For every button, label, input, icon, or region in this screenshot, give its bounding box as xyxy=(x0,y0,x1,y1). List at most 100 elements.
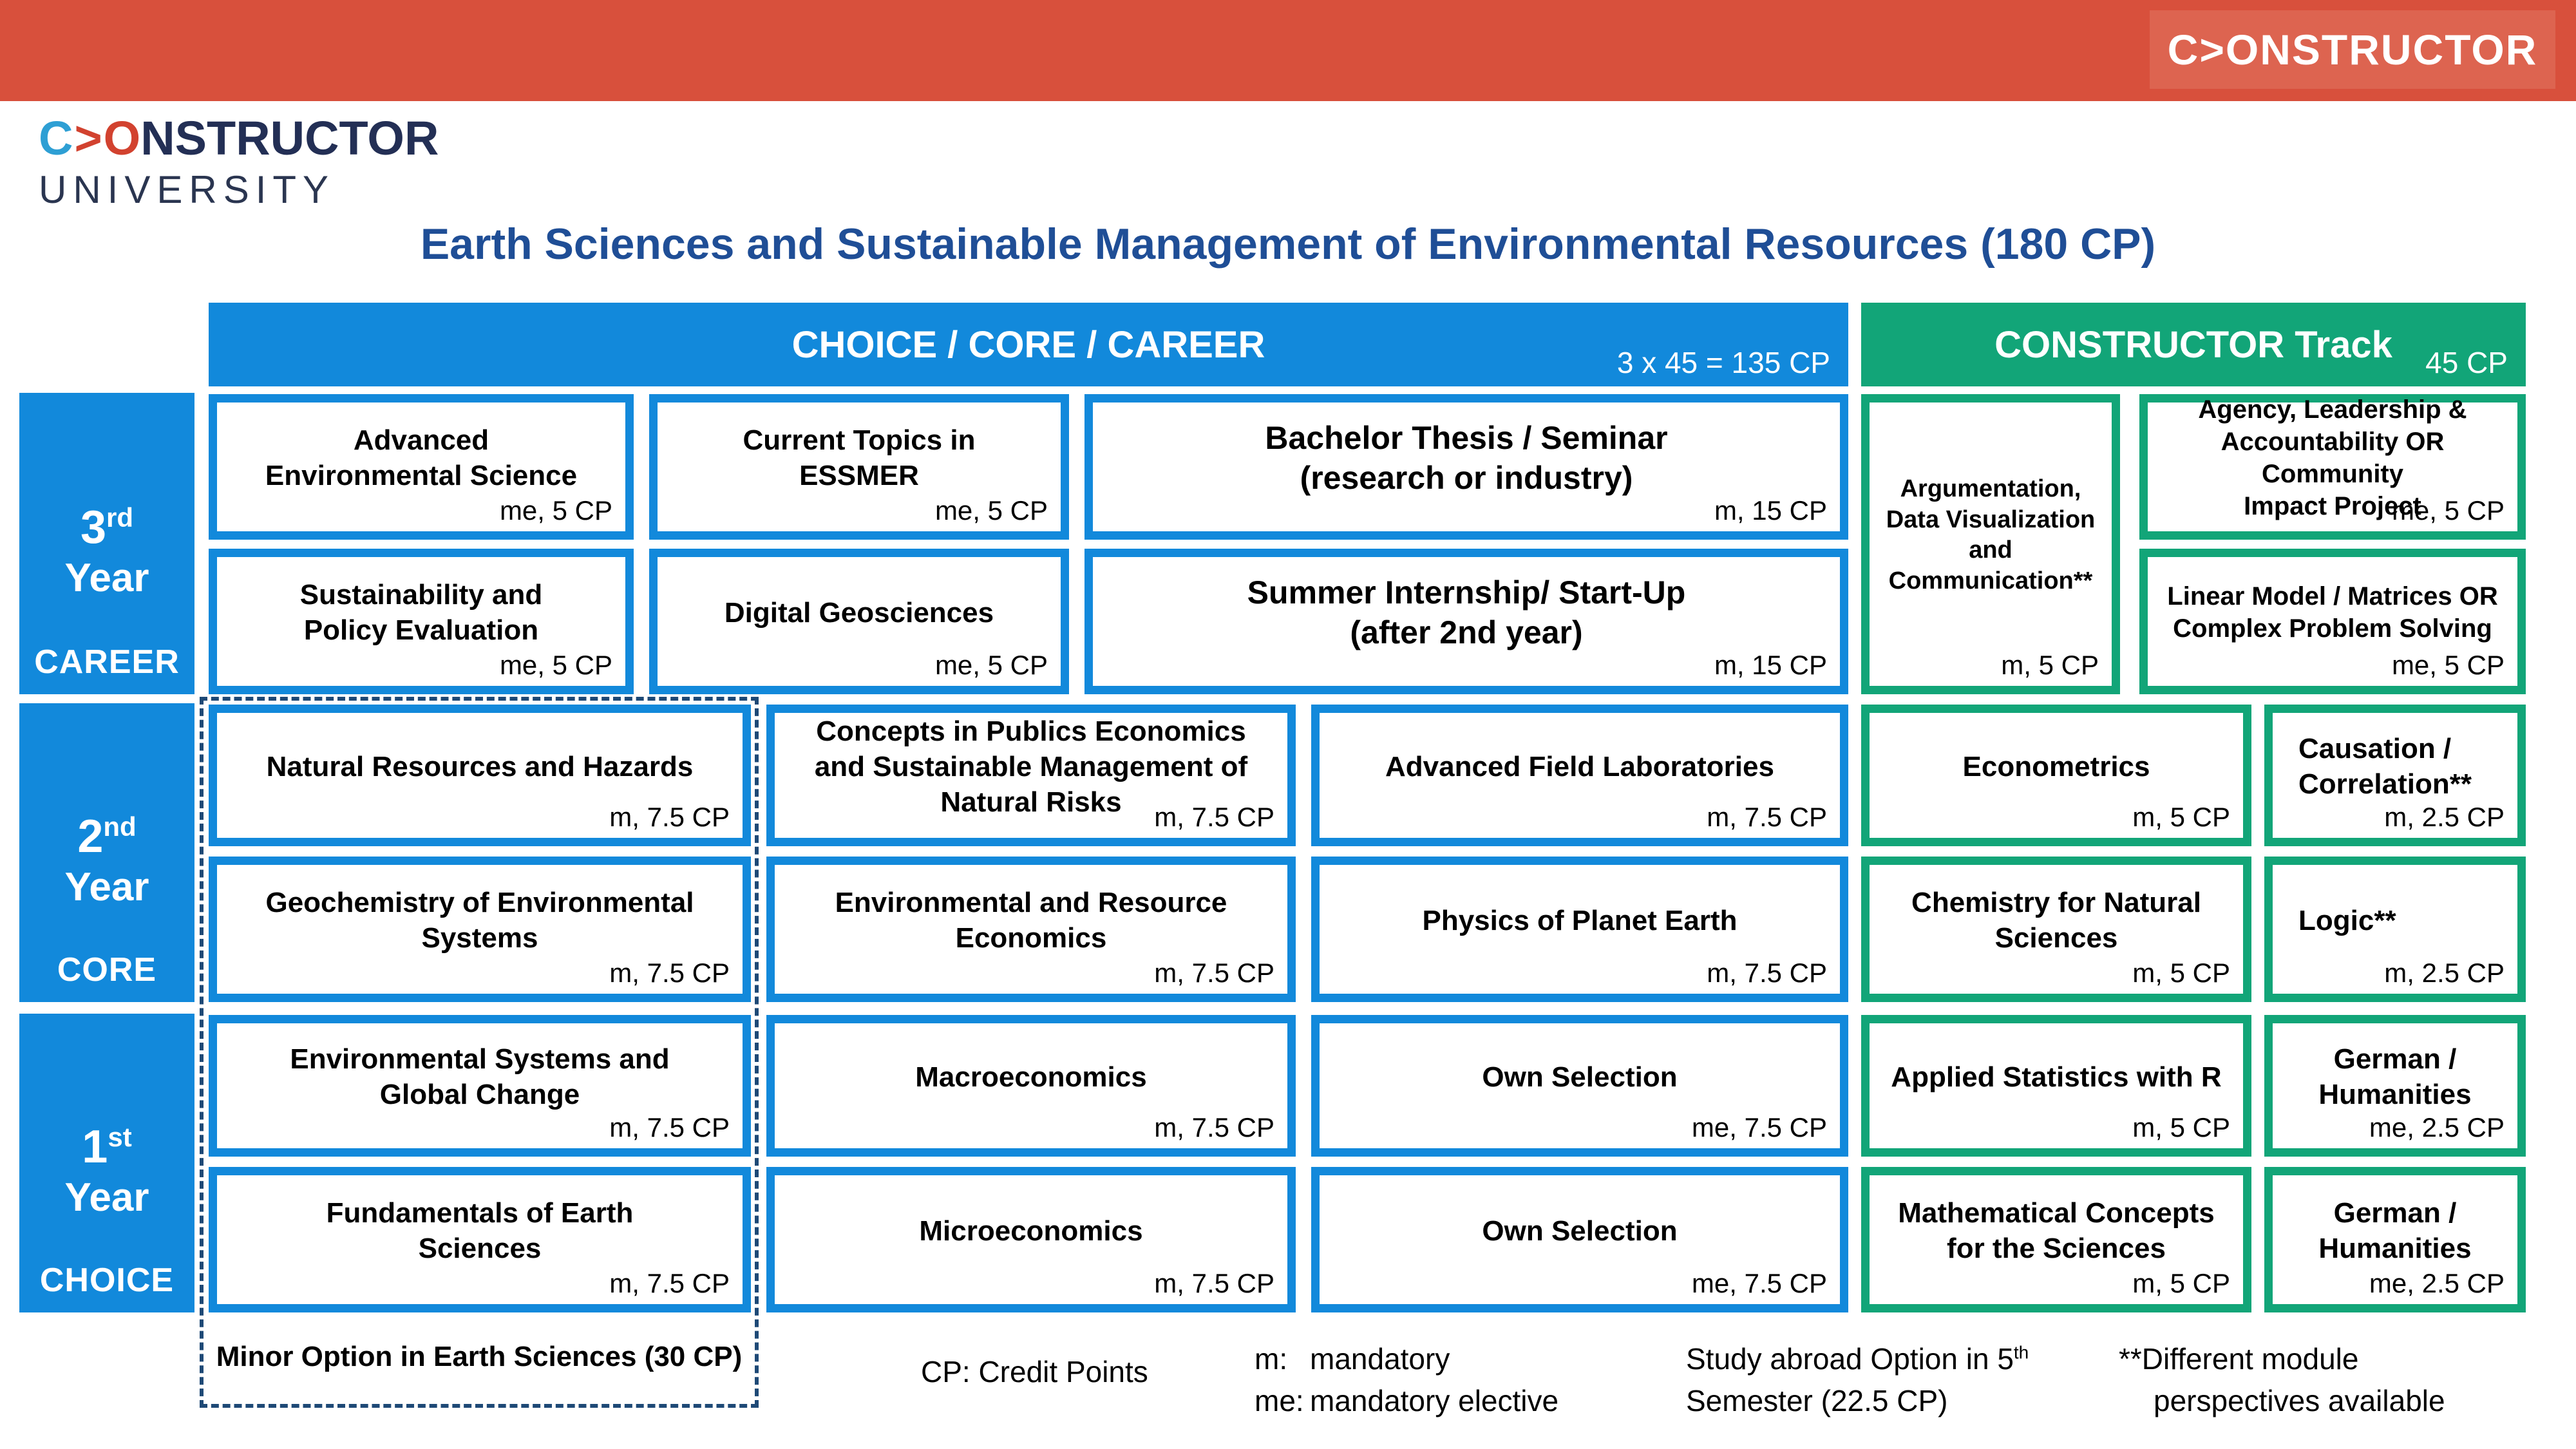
course-credits: m, 5 CP xyxy=(2132,1268,2230,1298)
course-credits: m, 7.5 CP xyxy=(1707,802,1827,832)
course-title: Advanced Field Laboratories xyxy=(1385,750,1774,782)
course-advanced-environmental-science: Advanced Environmental Science me, 5 CP xyxy=(209,394,634,540)
course-advanced-field-laboratories: Advanced Field Laboratories m, 7.5 CP xyxy=(1311,705,1848,846)
year-track-label: CAREER xyxy=(34,643,180,681)
choice-core-career-label: CHOICE / CORE / CAREER xyxy=(791,323,1265,366)
course-credits: m, 5 CP xyxy=(2132,958,2230,988)
course-credits: m, 15 CP xyxy=(1714,495,1827,526)
year-number: 2nd xyxy=(77,811,137,863)
course-title: Own Selection xyxy=(1482,1061,1678,1093)
logo-c: C xyxy=(39,111,73,165)
course-title: Physics of Planet Earth xyxy=(1422,904,1738,936)
constructor-track-credits: 45 CP xyxy=(2425,346,2508,379)
course-current-topics-essmer: Current Topics in ESSMER me, 5 CP xyxy=(649,394,1069,540)
study-abroad-line1: Study abroad Option in 5th xyxy=(1686,1342,2029,1376)
legend-credit-points: CP: Credit Points xyxy=(921,1355,1148,1388)
choice-core-career-credits: 3 x 45 = 135 CP xyxy=(1616,346,1830,379)
course-title: Agency, Leadership & Accountability OR C… xyxy=(2198,395,2467,520)
constructor-banner-logo: C>ONSTRUCTOR xyxy=(2150,10,2555,89)
course-environmental-systems-global-change: Environmental Systems and Global Change … xyxy=(209,1015,751,1157)
course-title: Environmental and Resource Economics xyxy=(835,887,1227,954)
course-title: Macroeconomics xyxy=(915,1061,1147,1093)
course-physics-planet-earth: Physics of Planet Earth m, 7.5 CP xyxy=(1311,857,1848,1002)
year-band-1st-choice: 1st Year CHOICE xyxy=(19,1014,194,1312)
course-title: Microeconomics xyxy=(919,1215,1143,1247)
course-credits: me, 5 CP xyxy=(499,650,612,680)
course-title: Advanced Environmental Science xyxy=(265,424,578,491)
course-title: German / Humanities xyxy=(2318,1197,2472,1264)
course-natural-resources-hazards: Natural Resources and Hazards m, 7.5 CP xyxy=(209,705,751,846)
note-line1: **Different module xyxy=(2119,1342,2359,1376)
course-agency-leadership-accountability: Agency, Leadership & Accountability OR C… xyxy=(2139,394,2526,540)
legend-row-me: me: mandatory elective xyxy=(1255,1380,1558,1422)
course-german-humanities-1: German / Humanities me, 2.5 CP xyxy=(2264,1015,2526,1157)
note-line2: perspectives available xyxy=(2154,1384,2445,1418)
course-credits: m, 15 CP xyxy=(1714,650,1827,680)
course-title: German / Humanities xyxy=(2318,1043,2472,1110)
legend-value: mandatory elective xyxy=(1310,1384,1559,1418)
year-track-label: CHOICE xyxy=(39,1262,175,1299)
year-number-group: 3rd Year xyxy=(64,501,149,602)
year-number: 3rd xyxy=(80,502,134,554)
logo-university: UNIVERSITY xyxy=(39,168,336,211)
course-credits: m, 7.5 CP xyxy=(1154,1112,1274,1142)
course-credits: m, 7.5 CP xyxy=(1154,802,1274,832)
course-digital-geosciences: Digital Geosciences me, 5 CP xyxy=(649,549,1069,694)
course-credits: m, 2.5 CP xyxy=(2384,802,2505,832)
year-track-label: CORE xyxy=(57,951,157,989)
course-title: Fundamentals of Earth Sciences xyxy=(326,1197,634,1264)
course-title: Summer Internship/ Start-Up (after 2nd y… xyxy=(1247,574,1686,651)
course-credits: m, 5 CP xyxy=(2001,650,2099,680)
year-word: Year xyxy=(64,556,149,601)
course-title: Linear Model / Matrices OR Complex Probl… xyxy=(2167,582,2498,643)
course-title: Sustainability and Policy Evaluation xyxy=(299,579,543,646)
course-title: Geochemistry of Environmental Systems xyxy=(265,887,694,954)
course-title: Natural Resources and Hazards xyxy=(266,750,694,782)
course-applied-statistics-r: Applied Statistics with R m, 5 CP xyxy=(1861,1015,2251,1157)
legend-module-note: **Different module perspectives availabl… xyxy=(2119,1338,2445,1423)
course-bachelor-thesis-seminar: Bachelor Thesis / Seminar (research or i… xyxy=(1084,394,1848,540)
logo-chevron-icon: > xyxy=(74,111,102,165)
course-credits: m, 7.5 CP xyxy=(1154,958,1274,988)
course-macroeconomics: Macroeconomics m, 7.5 CP xyxy=(766,1015,1296,1157)
course-logic: Logic** m, 2.5 CP xyxy=(2264,857,2526,1002)
legend-key: me: xyxy=(1255,1384,1304,1418)
page-title: Earth Sciences and Sustainable Managemen… xyxy=(420,220,2156,269)
year-band-2nd-core: 2nd Year CORE xyxy=(19,703,194,1002)
course-title: Causation / Correlation** xyxy=(2298,733,2472,800)
course-title: Environmental Systems and Global Change xyxy=(290,1043,670,1110)
course-credits: me, 2.5 CP xyxy=(2369,1112,2505,1142)
year-number-group: 1st Year xyxy=(64,1121,149,1222)
course-title: Digital Geosciences xyxy=(724,596,994,629)
course-credits: me, 5 CP xyxy=(2391,495,2505,526)
course-title: Logic** xyxy=(2298,904,2396,936)
course-environmental-resource-economics: Environmental and Resource Economics m, … xyxy=(766,857,1296,1002)
course-credits: me, 5 CP xyxy=(499,495,612,526)
course-fundamentals-earth-sciences: Fundamentals of Earth Sciences m, 7.5 CP xyxy=(209,1167,751,1312)
course-own-selection-1: Own Selection me, 7.5 CP xyxy=(1311,1015,1848,1157)
course-argumentation-data-visualization: Argumentation, Data Visualization and Co… xyxy=(1861,394,2120,694)
course-linear-model-matrices: Linear Model / Matrices OR Complex Probl… xyxy=(2139,549,2526,694)
course-title: Mathematical Concepts for the Sciences xyxy=(1898,1197,2215,1264)
course-credits: m, 2.5 CP xyxy=(2384,958,2505,988)
course-credits: me, 7.5 CP xyxy=(1691,1112,1827,1142)
course-credits: me, 5 CP xyxy=(2391,650,2505,680)
year-band-3rd-career: 3rd Year CAREER xyxy=(19,393,194,694)
legend-mandatory: m: mandatory me: mandatory elective xyxy=(1255,1338,1558,1423)
course-credits: m, 5 CP xyxy=(2132,1112,2230,1142)
constructor-track-label: CONSTRUCTOR Track xyxy=(1994,323,2392,366)
course-title: Econometrics xyxy=(1962,750,2150,782)
course-microeconomics: Microeconomics m, 7.5 CP xyxy=(766,1167,1296,1312)
year-number-group: 2nd Year xyxy=(64,810,149,911)
course-title: Argumentation, Data Visualization and Co… xyxy=(1886,475,2096,594)
legend-value: mandatory xyxy=(1310,1342,1450,1376)
study-abroad-line2: Semester (22.5 CP) xyxy=(1686,1384,1948,1418)
legend-row-m: m: mandatory xyxy=(1255,1338,1558,1380)
course-credits: me, 5 CP xyxy=(934,495,1048,526)
course-title: Chemistry for Natural Sciences xyxy=(1911,887,2201,954)
course-geochemistry-environmental-systems: Geochemistry of Environmental Systems m,… xyxy=(209,857,751,1002)
course-title: Current Topics in ESSMER xyxy=(743,424,976,491)
course-credits: m, 7.5 CP xyxy=(1707,958,1827,988)
logo-o: O xyxy=(103,111,141,165)
